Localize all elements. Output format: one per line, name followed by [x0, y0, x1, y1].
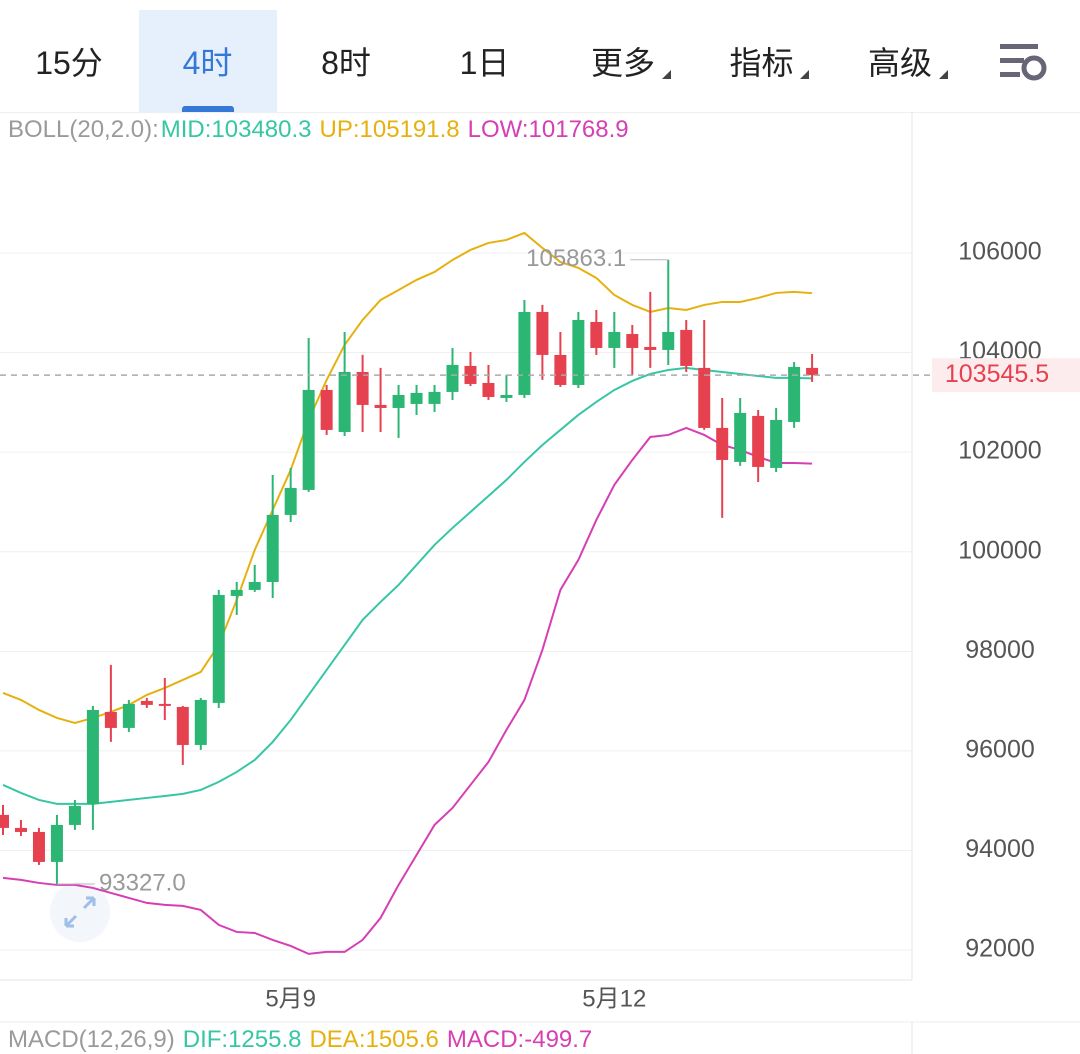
legend-entry: LOW:101768.9: [467, 116, 629, 143]
candle-body: [140, 700, 153, 705]
max-annotation: 105863.1: [526, 245, 626, 272]
candle-body: [50, 824, 63, 862]
expand-button[interactable]: [50, 882, 110, 942]
boll-line: [2, 426, 813, 955]
settings-icon[interactable]: [1000, 44, 1047, 81]
candle-body: [698, 367, 711, 428]
candle-body: [590, 321, 603, 348]
y-tick-label: 92000: [965, 935, 1035, 963]
candle-body: [428, 391, 441, 404]
candle-body: [662, 331, 675, 350]
expand-icon: [64, 896, 96, 928]
tab[interactable]: 4时: [138, 10, 277, 112]
tab[interactable]: 15分: [35, 45, 103, 81]
candle-body: [176, 706, 189, 745]
candle-body: [86, 709, 99, 804]
boll-line: [2, 366, 813, 805]
candle-body: [0, 814, 9, 828]
candle-body: [284, 487, 297, 515]
candle-body: [806, 367, 819, 376]
candle-body: [446, 364, 459, 392]
candle-body: [68, 805, 81, 825]
y-tick-label: 100000: [958, 536, 1041, 564]
candle-body: [320, 389, 333, 430]
boll-legend: BOLL(20,2.0):MID:103480.3 UP:105191.8 LOW:…: [8, 116, 637, 144]
macd-legend: MACD(12,26,9) DIF:1255.8 DEA:1505.6 MACD:-4…: [8, 1026, 600, 1054]
legend-entry: MID:103480.3: [160, 116, 312, 143]
candle-body: [626, 333, 639, 348]
y-tick-label: 94000: [965, 835, 1035, 863]
candle-body: [770, 419, 783, 468]
candle-body: [734, 412, 747, 462]
candle-body: [266, 514, 279, 582]
icon-bar: [1000, 72, 1020, 77]
x-tick-label: 5月9: [265, 985, 316, 1012]
price-label: 103545.5: [945, 360, 1049, 388]
macd-entry: DIF:1255.8: [182, 1026, 302, 1053]
candle-body: [158, 703, 171, 706]
candle-body: [230, 589, 243, 596]
y-tick-label: 106000: [958, 238, 1041, 266]
icon-bar: [1000, 44, 1038, 49]
candle-body: [248, 581, 261, 590]
candle-body: [536, 311, 549, 355]
candle-body: [410, 392, 423, 404]
y-tick-label: 102000: [958, 437, 1041, 465]
x-tick-label: 5月12: [582, 985, 646, 1012]
candle-body: [212, 594, 225, 703]
macd-entry: MACD:-499.7: [446, 1026, 593, 1053]
tab[interactable]: 更多: [554, 10, 692, 112]
y-tick-label: 98000: [965, 636, 1035, 664]
candle-body: [104, 711, 117, 728]
tab[interactable]: 8时: [321, 45, 371, 81]
candle-body: [356, 371, 369, 405]
y-tick-label: 96000: [965, 736, 1035, 764]
boll-line: [2, 231, 813, 724]
legend-entry: UP:105191.8: [319, 116, 460, 143]
candle-body: [716, 427, 729, 460]
icon-gear: [1021, 55, 1047, 81]
candle-body: [32, 831, 45, 862]
candle-body: [644, 346, 657, 350]
macd-entry: MACD(12,26,9): [8, 1026, 175, 1053]
candle-body: [14, 827, 27, 832]
candle-body: [392, 394, 405, 408]
candle-body: [572, 319, 585, 385]
legend-indicator: BOLL(20,2.0):: [8, 116, 159, 143]
timeframe-tabs: 15分 4时 8时 1日 更多 指标 高级: [0, 0, 1080, 113]
candle-body: [464, 365, 477, 384]
dropdown-arrow: [938, 69, 948, 79]
candle-body: [680, 329, 693, 366]
candle-body: [608, 331, 621, 348]
candle-body: [302, 389, 315, 490]
icon-bar: [1000, 58, 1024, 63]
dropdown-arrow: [800, 69, 809, 79]
candle-body: [788, 366, 801, 422]
candle-body: [374, 404, 387, 408]
candle-body: [554, 354, 567, 385]
candle-body: [338, 371, 351, 432]
candle-body: [752, 415, 765, 467]
candle-body: [194, 699, 207, 745]
min-annotation: 93327.0: [99, 869, 186, 896]
dropdown-arrow: [661, 69, 671, 79]
candle-body: [482, 382, 495, 397]
candle-body: [500, 394, 513, 398]
price-label-bg: [932, 358, 1080, 393]
candle-body: [122, 703, 135, 728]
tab[interactable]: 1日: [459, 45, 510, 81]
tab[interactable]: 高级: [831, 10, 969, 112]
macd-entry: DEA:1505.6: [309, 1026, 439, 1053]
candle-body: [518, 311, 531, 395]
tab[interactable]: 指标: [693, 10, 831, 112]
